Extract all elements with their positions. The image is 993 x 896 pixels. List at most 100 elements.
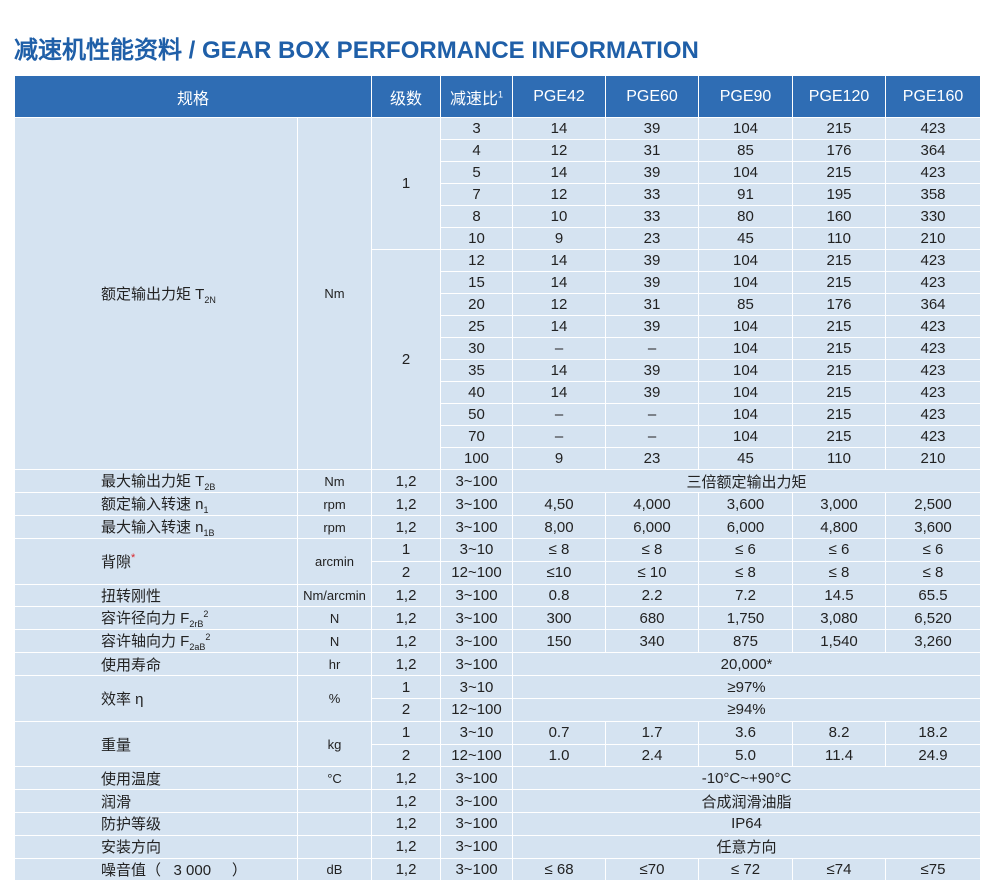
value-cell: – [512,403,607,426]
spec-name: 额定输出力矩 T2N [14,117,298,470]
value-cell: 7.2 [698,583,794,608]
value-cell: ≤ 8 [698,560,794,585]
spec-row: 容许轴向力 F2aB2 N 1,2 3~100 150 340 875 1,540 3,260 [14,629,982,654]
value-cell: 39 [605,117,700,140]
torque-row: 20 12 31 85 176 364 [15,293,982,316]
spec-unit: N [296,606,373,631]
value-cell: 31 [605,293,700,316]
value-cell: 14 [512,359,607,382]
value-cell: 14 [512,161,607,184]
stage-cell: 1 [371,720,442,745]
value-cell: 300 [512,606,607,631]
spec-name-text: 使用温度 [101,770,162,788]
value-cell: – [605,425,700,448]
spec-row: 安装方向 1,2 3~100 任意方向 [14,834,982,859]
value-cell: 104 [698,117,794,140]
spec-name: 防护等级 [14,811,298,836]
ratio-cell: 15 [440,271,514,294]
value-cell: 110 [792,227,887,250]
ratio-cell: 40 [440,381,514,404]
ratio-cell: 70 [440,425,514,448]
value-cell: 39 [605,315,700,338]
spec-row: 润滑 1,2 3~100 合成润滑油脂 [14,789,982,813]
torque-row: 10 9 23 45 110 210 [15,227,982,250]
ratio-cell: 100 [440,447,514,470]
merged-cell: 20,000* [512,652,982,677]
ratio-cell: 3~100 [440,606,514,631]
value-cell: ≤ 8 [605,538,700,562]
spec-name-text: 最大输入转速 n [101,519,204,536]
value-cell: ≤ 8 [512,538,607,562]
spec-row: 最大输出力矩 T2B Nm 1,2 3~100 三倍额定输出力矩 [14,469,982,493]
value-cell: 18.2 [885,720,982,745]
spec-name: 最大输入转速 n1B [14,515,298,539]
value-cell: 8,00 [512,515,607,539]
value-cell: 215 [792,403,887,426]
value-cell: 160 [792,205,887,228]
value-cell: ≤ 72 [698,857,794,882]
value-cell: 6,000 [605,515,700,539]
ratio-cell: 12 [440,249,514,272]
stage-cell: 2 [371,697,442,722]
value-cell: – [512,425,607,448]
spec-name: 扭转刚性 [14,583,298,608]
value-cell: 104 [698,337,794,360]
ratio-cell: 3~100 [440,515,514,539]
ratio-cell: 3~100 [440,583,514,608]
header-text: 减速比 [450,90,499,108]
value-cell: 210 [885,227,982,250]
value-cell: ≤70 [605,857,700,882]
value-cell: 8.2 [792,720,887,745]
stage-cell: 1,2 [371,652,442,677]
value-cell: 423 [885,337,982,360]
torque-row: 15 14 39 104 215 423 [15,271,982,294]
value-cell: 680 [605,606,700,631]
value-cell: 12 [512,293,607,316]
ratio-cell: 50 [440,403,514,426]
value-cell: 85 [698,293,794,316]
spec-sub: 2rB [189,619,204,630]
value-cell: – [605,403,700,426]
stage-cell: 1,2 [371,492,442,516]
value-cell: 91 [698,183,794,206]
ratio-cell: 12~100 [440,743,514,768]
merged-cell: IP64 [512,811,982,836]
value-cell: 195 [792,183,887,206]
value-cell: 4,000 [605,492,700,516]
header-cell: 减速比1 [440,75,514,118]
stage-cell: 2 [371,560,442,585]
value-cell: 39 [605,271,700,294]
ratio-cell: 3~10 [440,538,514,562]
value-cell: 80 [698,205,794,228]
spec-row: 2 12~100 ≥94% [15,697,982,722]
stage-cell: 1,2 [371,857,442,882]
merged-cell: -10°C~+90°C [512,766,982,791]
torque-row: 35 14 39 104 215 423 [15,359,982,382]
spec-name-text: 容许轴向力 F [101,633,190,651]
spec-unit: dB [296,857,373,882]
value-cell: 1,750 [698,606,794,631]
spec-row: 额定输入转速 n1 rpm 1,2 3~100 4,50 4,000 3,600 3,000 2… [14,492,982,516]
torque-row: 70– –104 215 423 [15,425,982,448]
stage-cell: 1,2 [371,834,442,859]
stage-cell: 1,2 [371,583,442,608]
spec-name-text: 重量 [101,736,132,754]
torque-row: 额定输出力矩 T2N Nm 1 3 14 39 104 215 423 [14,117,982,470]
spec-row: 扭转刚性 Nm/arcmin 1,2 3~100 0.8 2.2 7.2 14.5 65.5 [14,583,982,608]
header-cell: 规格 [13,75,373,118]
value-cell: 423 [885,271,982,294]
page-title: 减速机性能资料 / GEAR BOX PERFORMANCE INFORMATI… [14,37,699,64]
ratio-cell: 3~100 [440,629,514,654]
spec-unit [296,811,373,836]
ratio-cell: 30 [440,337,514,360]
torque-row: 7 12 33 91 195 358 [15,183,982,206]
value-cell: 423 [885,249,982,272]
spec-name: 容许径向力 F2rB2 [14,606,298,631]
spec-row: 2 12~100 1.0 2.4 5.0 11.4 24.9 [15,743,982,768]
spec-name: 背隙* [14,538,298,585]
spec-unit: Nm/arcmin [296,583,373,608]
value-cell: 215 [792,337,887,360]
stage-cell: 1,2 [371,766,442,791]
spec-name: 安装方向 [14,834,298,859]
value-cell: 14 [512,315,607,338]
